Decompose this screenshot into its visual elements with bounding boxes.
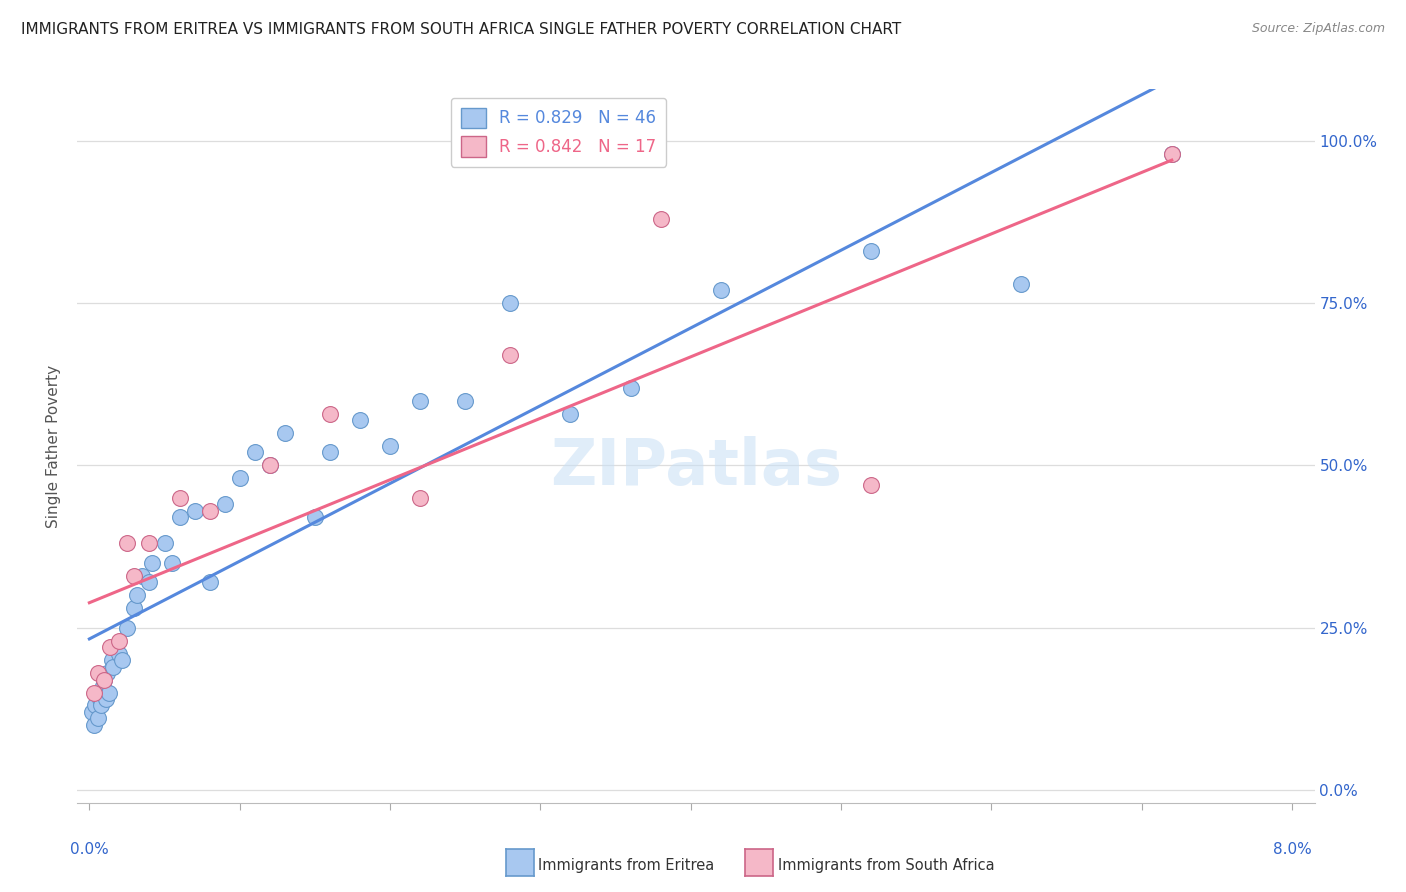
Point bbox=[87, 711, 110, 725]
Text: IMMIGRANTS FROM ERITREA VS IMMIGRANTS FROM SOUTH AFRICA SINGLE FATHER POVERTY CO: IMMIGRANTS FROM ERITREA VS IMMIGRANTS FR… bbox=[21, 22, 901, 37]
Point bbox=[115, 621, 138, 635]
Point bbox=[90, 698, 112, 713]
Point bbox=[131, 568, 153, 582]
Point bbox=[650, 211, 672, 226]
Point bbox=[214, 497, 236, 511]
Point bbox=[124, 601, 146, 615]
Point bbox=[274, 425, 297, 440]
Point bbox=[409, 491, 432, 505]
Point bbox=[243, 445, 266, 459]
Point bbox=[87, 666, 110, 681]
Y-axis label: Single Father Poverty: Single Father Poverty bbox=[46, 365, 62, 527]
Point bbox=[89, 692, 111, 706]
Text: ZIPatlas: ZIPatlas bbox=[550, 436, 842, 499]
Point bbox=[1160, 147, 1182, 161]
Point bbox=[228, 471, 250, 485]
Point bbox=[84, 698, 107, 713]
Point bbox=[183, 504, 205, 518]
Point bbox=[319, 407, 342, 421]
Point bbox=[108, 633, 131, 648]
Point bbox=[710, 283, 733, 297]
Point bbox=[111, 653, 134, 667]
Text: Source: ZipAtlas.com: Source: ZipAtlas.com bbox=[1251, 22, 1385, 36]
Point bbox=[499, 348, 522, 362]
Point bbox=[83, 718, 105, 732]
Point bbox=[100, 640, 122, 654]
Legend: R = 0.829   N = 46, R = 0.842   N = 17: R = 0.829 N = 46, R = 0.842 N = 17 bbox=[451, 97, 666, 167]
Point bbox=[127, 588, 149, 602]
Point bbox=[304, 510, 326, 524]
Point bbox=[499, 296, 522, 310]
Point bbox=[115, 536, 138, 550]
Point bbox=[169, 491, 191, 505]
Point bbox=[409, 393, 432, 408]
Point bbox=[619, 381, 641, 395]
Point bbox=[93, 673, 115, 687]
Point bbox=[82, 705, 104, 719]
Point bbox=[101, 653, 124, 667]
Point bbox=[860, 478, 883, 492]
Point bbox=[108, 647, 131, 661]
Point bbox=[96, 666, 118, 681]
Point bbox=[860, 244, 883, 259]
Text: 0.0%: 0.0% bbox=[70, 842, 108, 857]
Point bbox=[86, 685, 108, 699]
Point bbox=[103, 659, 125, 673]
Point bbox=[454, 393, 477, 408]
Point bbox=[169, 510, 191, 524]
Point bbox=[198, 504, 221, 518]
Point bbox=[259, 458, 281, 473]
Point bbox=[560, 407, 582, 421]
Point bbox=[124, 568, 146, 582]
Point bbox=[94, 692, 117, 706]
Text: Immigrants from South Africa: Immigrants from South Africa bbox=[778, 858, 994, 872]
Point bbox=[138, 536, 160, 550]
Point bbox=[259, 458, 281, 473]
Point bbox=[141, 556, 163, 570]
Point bbox=[91, 679, 114, 693]
Point bbox=[97, 685, 120, 699]
Point bbox=[1010, 277, 1032, 291]
Point bbox=[198, 575, 221, 590]
Point bbox=[153, 536, 176, 550]
Text: Immigrants from Eritrea: Immigrants from Eritrea bbox=[538, 858, 714, 872]
Point bbox=[160, 556, 183, 570]
Point bbox=[1160, 147, 1182, 161]
Point bbox=[319, 445, 342, 459]
Point bbox=[138, 575, 160, 590]
Point bbox=[93, 673, 115, 687]
Point bbox=[83, 685, 105, 699]
Point bbox=[105, 640, 128, 654]
Point bbox=[349, 413, 371, 427]
Text: 8.0%: 8.0% bbox=[1272, 842, 1312, 857]
Point bbox=[378, 439, 401, 453]
